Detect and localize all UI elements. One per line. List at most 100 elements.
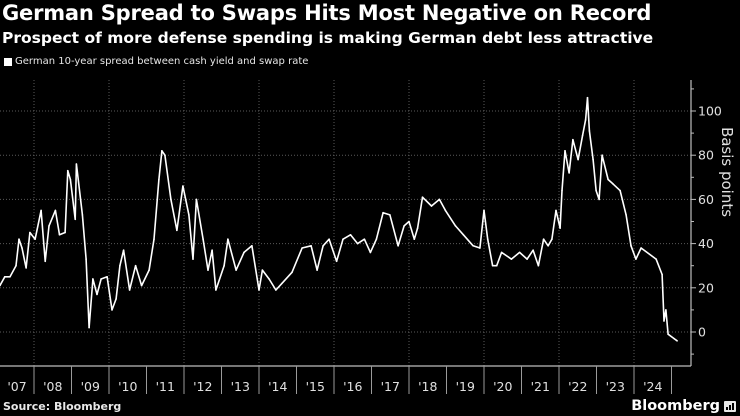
- data-point: [483, 209, 485, 212]
- data-point: [655, 258, 657, 260]
- gridlines: [0, 80, 691, 366]
- legend: German 10-year spread between cash yield…: [4, 56, 308, 67]
- x-tick-label: '07: [7, 379, 26, 394]
- y-tick-label: 0: [698, 325, 706, 340]
- data-point: [258, 289, 260, 291]
- data-point: [115, 298, 117, 300]
- x-tick-label: '15: [306, 379, 325, 394]
- data-point: [75, 163, 78, 165]
- data-point: [537, 264, 540, 267]
- data-point: [586, 96, 589, 99]
- data-point: [148, 269, 150, 271]
- data-point: [268, 278, 270, 280]
- legend-swatch: [4, 57, 12, 66]
- data-point: [663, 320, 665, 322]
- data-point: [526, 258, 528, 260]
- data-point: [661, 273, 663, 276]
- data-point: [491, 264, 494, 267]
- y-tick-label: 60: [698, 192, 714, 207]
- brand-logo: Bloomberg: [631, 398, 720, 414]
- data-point: [119, 264, 121, 267]
- x-tick-label: '22: [568, 379, 587, 394]
- x-tick-label: '17: [381, 379, 400, 394]
- x-tick-label: '13: [231, 379, 250, 394]
- x-tick-label: '20: [493, 379, 512, 394]
- data-point: [88, 326, 90, 329]
- data-point: [170, 198, 172, 201]
- data-point: [673, 337, 675, 340]
- data-point: [532, 249, 534, 252]
- data-point: [635, 258, 637, 260]
- data-point: [342, 238, 344, 240]
- series-line: [0, 96, 678, 342]
- data-point: [595, 189, 597, 192]
- data-point: [403, 225, 405, 227]
- data-point: [375, 238, 378, 240]
- data-point: [486, 238, 489, 240]
- data-point: [510, 258, 513, 260]
- data-point: [349, 233, 352, 236]
- data-point: [430, 205, 433, 207]
- data-point: [134, 264, 137, 267]
- axes: 0 20 40 60 80 100 '07 '08 '09 '10 '11 '12 '13 '14 '15 '…: [0, 80, 722, 394]
- data-point: [328, 238, 330, 240]
- y-tick-label: 40: [698, 236, 714, 251]
- data-point: [408, 220, 410, 223]
- data-point: [416, 227, 419, 229]
- data-point: [625, 214, 627, 216]
- data-point: [356, 242, 359, 245]
- data-point: [140, 284, 143, 287]
- series-layer: [0, 96, 678, 342]
- data-point: [572, 138, 574, 141]
- data-point: [92, 278, 94, 280]
- data-point: [85, 258, 87, 260]
- data-point: [128, 289, 131, 291]
- data-point: [21, 247, 23, 249]
- chart-subtitle: Prospect of more defense spending is mak…: [2, 29, 654, 47]
- data-point: [0, 284, 1, 287]
- data-point: [58, 233, 61, 236]
- data-point: [192, 258, 194, 260]
- x-tick-label: '21: [531, 379, 550, 394]
- data-point: [561, 189, 563, 192]
- data-point: [34, 238, 36, 240]
- data-point: [301, 247, 303, 249]
- data-point: [182, 185, 184, 187]
- data-point: [397, 245, 399, 247]
- data-point: [667, 333, 669, 336]
- data-point: [584, 119, 587, 121]
- data-point: [223, 264, 225, 267]
- data-point: [29, 231, 31, 234]
- data-point: [559, 227, 561, 229]
- y-tick-label: 100: [698, 104, 722, 119]
- legend-label: German 10-year spread between cash yield…: [15, 56, 309, 67]
- data-point: [122, 249, 125, 252]
- x-tick-label: '12: [193, 379, 212, 394]
- data-point: [322, 245, 324, 247]
- data-point: [54, 209, 57, 212]
- data-point: [261, 269, 264, 271]
- data-point: [44, 260, 47, 263]
- data-point: [153, 238, 155, 240]
- data-point: [69, 178, 72, 181]
- data-point: [581, 134, 584, 137]
- data-point: [421, 196, 424, 198]
- data-point: [195, 198, 198, 201]
- data-point: [188, 214, 190, 216]
- data-point: [164, 154, 166, 156]
- data-point: [363, 238, 366, 240]
- data-point: [472, 245, 474, 247]
- y-tick-label: 80: [698, 148, 714, 163]
- data-point: [665, 309, 667, 311]
- data-point: [438, 198, 441, 201]
- x-tick-label: '24: [643, 379, 662, 394]
- data-point: [176, 229, 178, 232]
- data-point: [551, 238, 553, 240]
- data-point: [202, 238, 204, 240]
- data-point: [158, 178, 160, 181]
- data-point: [592, 158, 594, 161]
- data-point: [500, 251, 503, 254]
- data-point: [9, 275, 11, 278]
- data-point: [15, 264, 17, 267]
- data-point: [111, 309, 113, 311]
